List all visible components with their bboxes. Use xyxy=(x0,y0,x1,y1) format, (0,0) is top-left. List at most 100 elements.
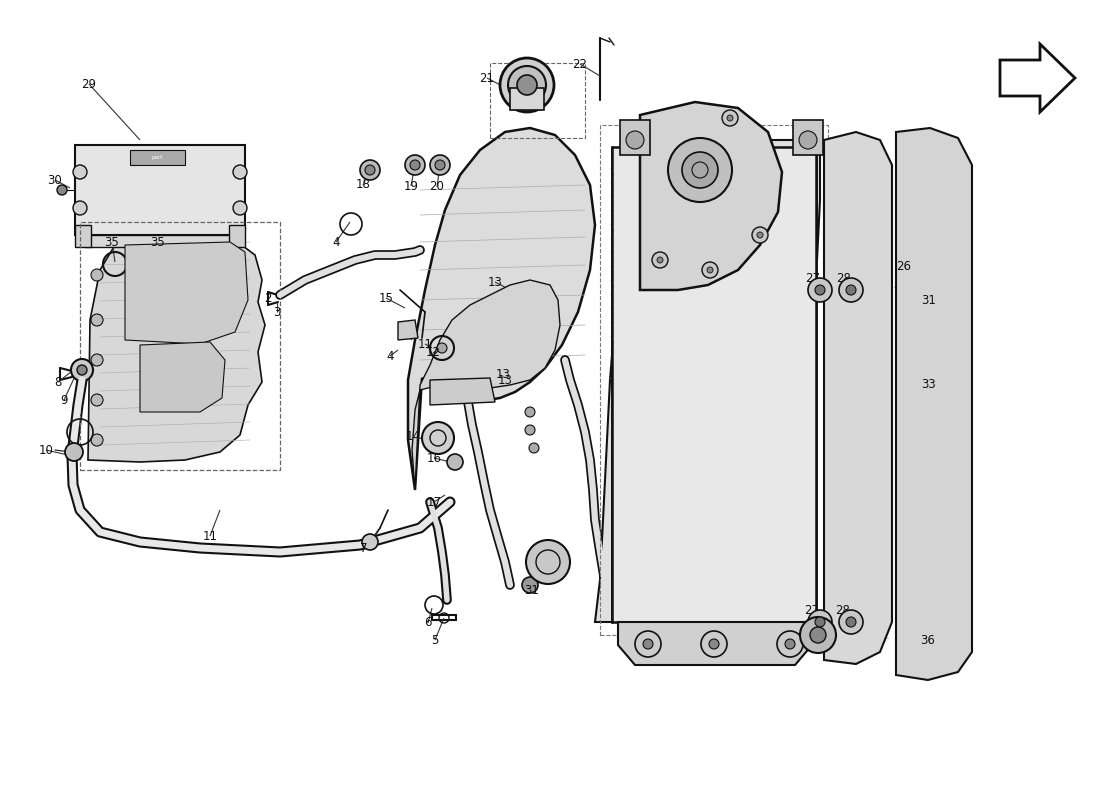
Text: 26: 26 xyxy=(896,261,912,274)
Text: 10: 10 xyxy=(39,443,54,457)
Circle shape xyxy=(785,639,795,649)
Text: 13: 13 xyxy=(487,275,503,289)
Polygon shape xyxy=(620,120,650,155)
Circle shape xyxy=(701,631,727,657)
Circle shape xyxy=(716,246,728,258)
Bar xyxy=(85,235,235,247)
Bar xyxy=(80,222,280,470)
Text: 4: 4 xyxy=(332,235,340,249)
Text: 2: 2 xyxy=(264,291,272,305)
Text: 29: 29 xyxy=(81,78,97,90)
Circle shape xyxy=(405,155,425,175)
Text: 11: 11 xyxy=(202,530,218,542)
Circle shape xyxy=(522,577,538,593)
Text: 15: 15 xyxy=(378,291,394,305)
Text: 32: 32 xyxy=(539,561,553,574)
Text: 11: 11 xyxy=(418,338,432,350)
Circle shape xyxy=(644,639,653,649)
Polygon shape xyxy=(408,128,595,490)
Circle shape xyxy=(846,285,856,295)
Text: 23: 23 xyxy=(723,138,737,150)
Circle shape xyxy=(73,165,87,179)
Circle shape xyxy=(500,58,554,112)
Text: 5: 5 xyxy=(431,634,439,646)
Circle shape xyxy=(365,165,375,175)
Circle shape xyxy=(360,160,379,180)
Bar xyxy=(612,147,816,622)
Text: 8: 8 xyxy=(54,375,62,389)
Text: 13: 13 xyxy=(496,367,510,381)
Circle shape xyxy=(808,610,832,634)
Text: 13: 13 xyxy=(497,374,513,386)
Polygon shape xyxy=(618,622,812,665)
Circle shape xyxy=(517,75,537,95)
Circle shape xyxy=(815,285,825,295)
Text: 18: 18 xyxy=(355,178,371,191)
Circle shape xyxy=(529,443,539,453)
Text: 24: 24 xyxy=(733,202,748,214)
Circle shape xyxy=(410,160,420,170)
Polygon shape xyxy=(896,128,972,680)
Circle shape xyxy=(777,631,803,657)
Polygon shape xyxy=(793,120,823,155)
Text: 20: 20 xyxy=(430,181,444,194)
Circle shape xyxy=(91,394,103,406)
Text: 35: 35 xyxy=(104,235,120,249)
Circle shape xyxy=(526,540,570,584)
Bar xyxy=(229,225,245,247)
Circle shape xyxy=(800,617,836,653)
Text: 33: 33 xyxy=(922,378,936,391)
Polygon shape xyxy=(88,232,265,462)
Bar xyxy=(130,150,185,165)
Circle shape xyxy=(635,631,661,657)
Circle shape xyxy=(707,267,713,273)
Text: 22: 22 xyxy=(572,58,587,70)
Circle shape xyxy=(72,359,94,381)
Circle shape xyxy=(437,343,447,353)
Circle shape xyxy=(668,138,732,202)
Bar xyxy=(490,63,585,138)
Text: 24: 24 xyxy=(733,175,748,189)
Circle shape xyxy=(808,278,832,302)
Text: 1: 1 xyxy=(403,326,409,338)
Circle shape xyxy=(77,365,87,375)
Circle shape xyxy=(722,110,738,126)
Circle shape xyxy=(626,131,644,149)
Circle shape xyxy=(233,165,248,179)
Text: 27: 27 xyxy=(804,603,820,617)
Text: 3: 3 xyxy=(273,306,280,318)
Text: 12: 12 xyxy=(426,346,440,359)
Circle shape xyxy=(91,314,103,326)
Text: 7: 7 xyxy=(361,542,367,554)
Circle shape xyxy=(839,278,864,302)
Circle shape xyxy=(91,434,103,446)
Circle shape xyxy=(652,252,668,268)
Bar xyxy=(75,225,91,247)
Polygon shape xyxy=(412,280,560,490)
Text: 31: 31 xyxy=(525,583,539,597)
Text: 6: 6 xyxy=(425,617,431,630)
Circle shape xyxy=(422,422,454,454)
Text: 27: 27 xyxy=(805,271,821,285)
Text: 17: 17 xyxy=(427,495,441,509)
Circle shape xyxy=(91,269,103,281)
Circle shape xyxy=(57,185,67,195)
Circle shape xyxy=(65,443,82,461)
Circle shape xyxy=(815,617,825,627)
Circle shape xyxy=(702,262,718,278)
Text: 30: 30 xyxy=(47,174,63,186)
Text: 14: 14 xyxy=(406,430,420,443)
Circle shape xyxy=(91,354,103,366)
Circle shape xyxy=(657,257,663,263)
Text: part: part xyxy=(152,154,163,159)
Circle shape xyxy=(508,66,546,104)
Circle shape xyxy=(752,227,768,243)
Text: 19: 19 xyxy=(404,179,418,193)
Text: 4: 4 xyxy=(386,350,394,362)
Text: 31: 31 xyxy=(922,294,936,306)
Polygon shape xyxy=(640,102,782,290)
Circle shape xyxy=(710,639,719,649)
Polygon shape xyxy=(125,242,248,344)
Text: 35: 35 xyxy=(151,235,165,249)
Circle shape xyxy=(799,131,817,149)
